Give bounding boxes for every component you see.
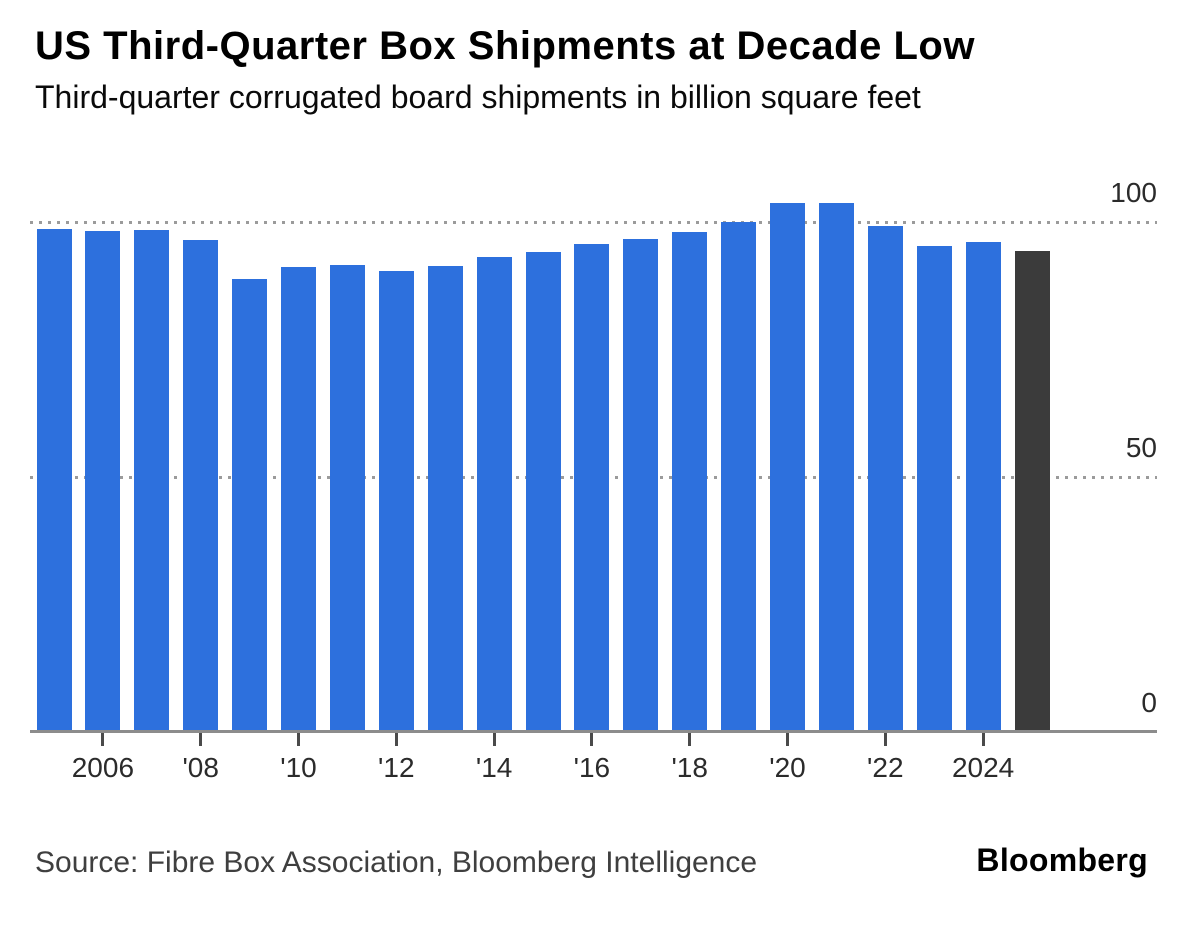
gridline-100 [30, 221, 1157, 224]
bloomberg-logo: Bloomberg [976, 842, 1148, 878]
bar-2007 [134, 229, 170, 732]
bar-2019 [721, 222, 757, 732]
x-tick-2010 [297, 733, 300, 746]
bar-2024 [965, 242, 1001, 732]
bar-2014 [476, 256, 512, 732]
bar-2011 [329, 265, 365, 732]
bar-2022 [867, 225, 903, 732]
x-tick-2018 [688, 733, 692, 746]
bar-2015 [525, 252, 561, 732]
chart-title: US Third-Quarter Box Shipments at Decade… [35, 24, 975, 68]
bar-2023 [916, 245, 952, 732]
x-tick-label-2016: '16 [573, 752, 611, 783]
x-tick-label-2006: 2006 [71, 752, 135, 783]
x-tick-2020 [786, 733, 789, 746]
bar-2010 [281, 266, 316, 732]
x-tick-label-2010: '10 [280, 752, 317, 783]
x-tick-2014 [492, 733, 496, 746]
x-tick-2006 [101, 733, 105, 746]
y-tick-label-100: 100 [1110, 177, 1157, 208]
bar-2012 [378, 270, 414, 732]
x-tick-label-2012: '12 [378, 752, 415, 783]
x-tick-2012 [394, 733, 398, 746]
x-tick-2016 [590, 733, 594, 746]
y-tick-label-0: 0 [1141, 687, 1157, 718]
x-tick-2022 [883, 733, 887, 746]
bar-2018 [672, 231, 708, 732]
x-axis-line [30, 730, 1157, 733]
x-tick-label-2018: '18 [671, 752, 708, 783]
bar-2016 [574, 244, 610, 732]
x-tick-2008 [199, 733, 203, 746]
x-tick-label-2022: '22 [867, 752, 904, 783]
bar-2020 [770, 203, 805, 732]
bar-2009 [232, 279, 268, 732]
x-tick-label-2008: '08 [182, 752, 219, 783]
bar-2005 [36, 229, 72, 732]
bar-2006 [85, 230, 121, 732]
x-tick-label-2024: 2024 [951, 752, 1015, 783]
bar-2008 [183, 240, 219, 732]
bar-2017 [623, 239, 659, 732]
bar-2025 [1014, 250, 1050, 732]
y-tick-label-50: 50 [1125, 432, 1157, 463]
bar-2021 [818, 202, 854, 732]
bar-2013 [427, 266, 463, 732]
source-text: Source: Fibre Box Association, Bloomberg… [35, 846, 758, 879]
x-tick-label-2020: '20 [769, 752, 806, 783]
chart-subtitle: Third-quarter corrugated board shipments… [35, 79, 921, 115]
x-tick-2024 [981, 733, 985, 746]
x-tick-label-2014: '14 [475, 752, 513, 783]
